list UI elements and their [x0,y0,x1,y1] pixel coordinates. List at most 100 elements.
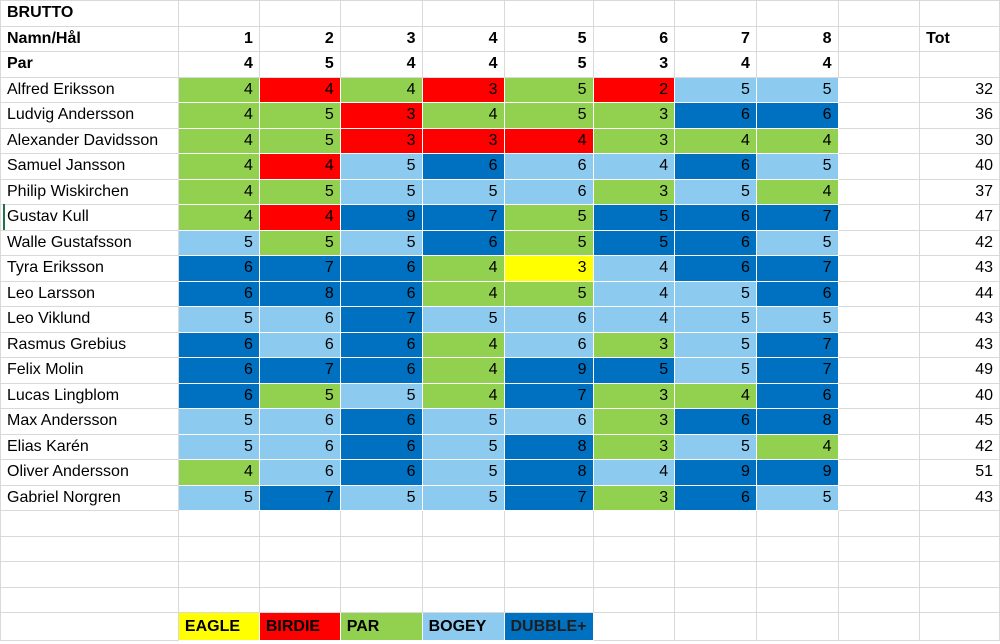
score-cell[interactable]: 7 [756,255,839,281]
empty-cell[interactable] [837,331,921,358]
score-cell[interactable]: 7 [756,332,839,358]
player-name[interactable]: Lucas Lingblom [0,382,179,409]
empty-cell[interactable] [837,357,921,384]
par-value-7[interactable]: 4 [674,51,757,78]
empty-cell[interactable] [421,561,505,588]
score-cell[interactable]: 5 [674,306,757,332]
score-cell[interactable]: 5 [756,77,839,103]
empty-cell[interactable] [592,612,676,641]
player-total[interactable]: 49 [919,357,1000,384]
empty-cell[interactable] [503,561,594,588]
score-cell[interactable]: 4 [422,255,504,281]
empty-cell[interactable] [837,535,921,562]
empty-cell[interactable] [919,510,1000,537]
empty-cell[interactable] [177,0,260,27]
empty-cell[interactable] [592,0,676,27]
score-cell[interactable]: 6 [504,408,594,434]
empty-cell[interactable] [592,535,676,562]
score-cell[interactable]: 6 [504,306,594,332]
empty-cell[interactable] [503,510,594,537]
empty-cell[interactable] [674,561,757,588]
score-cell[interactable]: 6 [422,230,504,256]
score-cell[interactable]: 6 [340,332,423,358]
empty-cell[interactable] [837,127,921,154]
score-cell[interactable]: 4 [756,434,839,460]
score-cell[interactable]: 5 [674,434,757,460]
empty-cell[interactable] [421,535,505,562]
empty-cell[interactable] [919,0,1000,27]
hole-number-2[interactable]: 2 [258,25,341,52]
score-cell[interactable]: 3 [593,179,675,205]
empty-cell[interactable] [339,510,423,537]
score-cell[interactable]: 5 [674,332,757,358]
empty-cell[interactable] [837,25,921,52]
player-name[interactable]: Felix Molin [0,357,179,384]
score-cell[interactable]: 6 [178,357,260,383]
score-cell[interactable]: 4 [593,306,675,332]
score-cell[interactable]: 6 [674,102,757,128]
score-cell[interactable]: 6 [422,153,504,179]
empty-cell[interactable] [592,586,676,613]
score-cell[interactable]: 8 [259,281,341,307]
player-name[interactable]: Alfred Eriksson [0,76,179,103]
score-cell[interactable]: 5 [259,230,341,256]
empty-cell[interactable] [919,586,1000,613]
score-cell[interactable]: 6 [674,408,757,434]
empty-cell[interactable] [674,586,757,613]
empty-cell[interactable] [837,306,921,333]
score-cell[interactable]: 4 [178,204,260,230]
empty-cell[interactable] [0,535,179,562]
score-cell[interactable]: 5 [178,230,260,256]
player-total[interactable]: 51 [919,459,1000,486]
score-cell[interactable]: 4 [504,128,594,154]
score-cell[interactable]: 5 [756,306,839,332]
player-total[interactable]: 45 [919,408,1000,435]
par-value-4[interactable]: 4 [421,51,505,78]
score-cell[interactable]: 7 [504,485,594,511]
score-cell[interactable]: 5 [756,153,839,179]
empty-cell[interactable] [339,586,423,613]
score-cell[interactable]: 4 [178,179,260,205]
player-total[interactable]: 37 [919,178,1000,205]
empty-cell[interactable] [674,0,757,27]
empty-cell[interactable] [837,510,921,537]
score-cell[interactable]: 5 [674,179,757,205]
player-name[interactable]: Elias Karén [0,433,179,460]
score-cell[interactable]: 6 [504,153,594,179]
empty-cell[interactable] [339,535,423,562]
player-name[interactable]: Oliver Andersson [0,459,179,486]
score-cell[interactable]: 6 [178,383,260,409]
score-cell[interactable]: 6 [340,357,423,383]
score-cell[interactable]: 4 [178,77,260,103]
score-cell[interactable]: 6 [674,204,757,230]
empty-cell[interactable] [177,510,260,537]
score-cell[interactable]: 5 [340,153,423,179]
score-cell[interactable]: 5 [422,306,504,332]
empty-cell[interactable] [919,535,1000,562]
score-cell[interactable]: 5 [422,485,504,511]
empty-cell[interactable] [503,0,594,27]
empty-cell[interactable] [837,382,921,409]
score-cell[interactable]: 4 [422,357,504,383]
player-name[interactable]: Philip Wiskirchen [0,178,179,205]
score-cell[interactable]: 7 [756,204,839,230]
score-cell[interactable]: 4 [178,128,260,154]
player-name[interactable]: Max Andersson [0,408,179,435]
player-name[interactable]: Rasmus Grebius [0,331,179,358]
score-cell[interactable]: 5 [504,281,594,307]
empty-cell[interactable] [837,51,921,78]
score-cell[interactable]: 5 [504,77,594,103]
header-label[interactable]: Namn/Hål [0,25,179,52]
score-cell[interactable]: 4 [422,281,504,307]
empty-cell[interactable] [258,535,341,562]
score-cell[interactable]: 5 [178,306,260,332]
player-total[interactable]: 42 [919,229,1000,256]
score-cell[interactable]: 7 [504,383,594,409]
empty-cell[interactable] [339,0,423,27]
score-cell[interactable]: 6 [340,255,423,281]
score-cell[interactable]: 6 [178,281,260,307]
score-cell[interactable]: 5 [259,179,341,205]
empty-cell[interactable] [0,586,179,613]
player-total[interactable]: 43 [919,331,1000,358]
score-cell[interactable]: 5 [422,179,504,205]
